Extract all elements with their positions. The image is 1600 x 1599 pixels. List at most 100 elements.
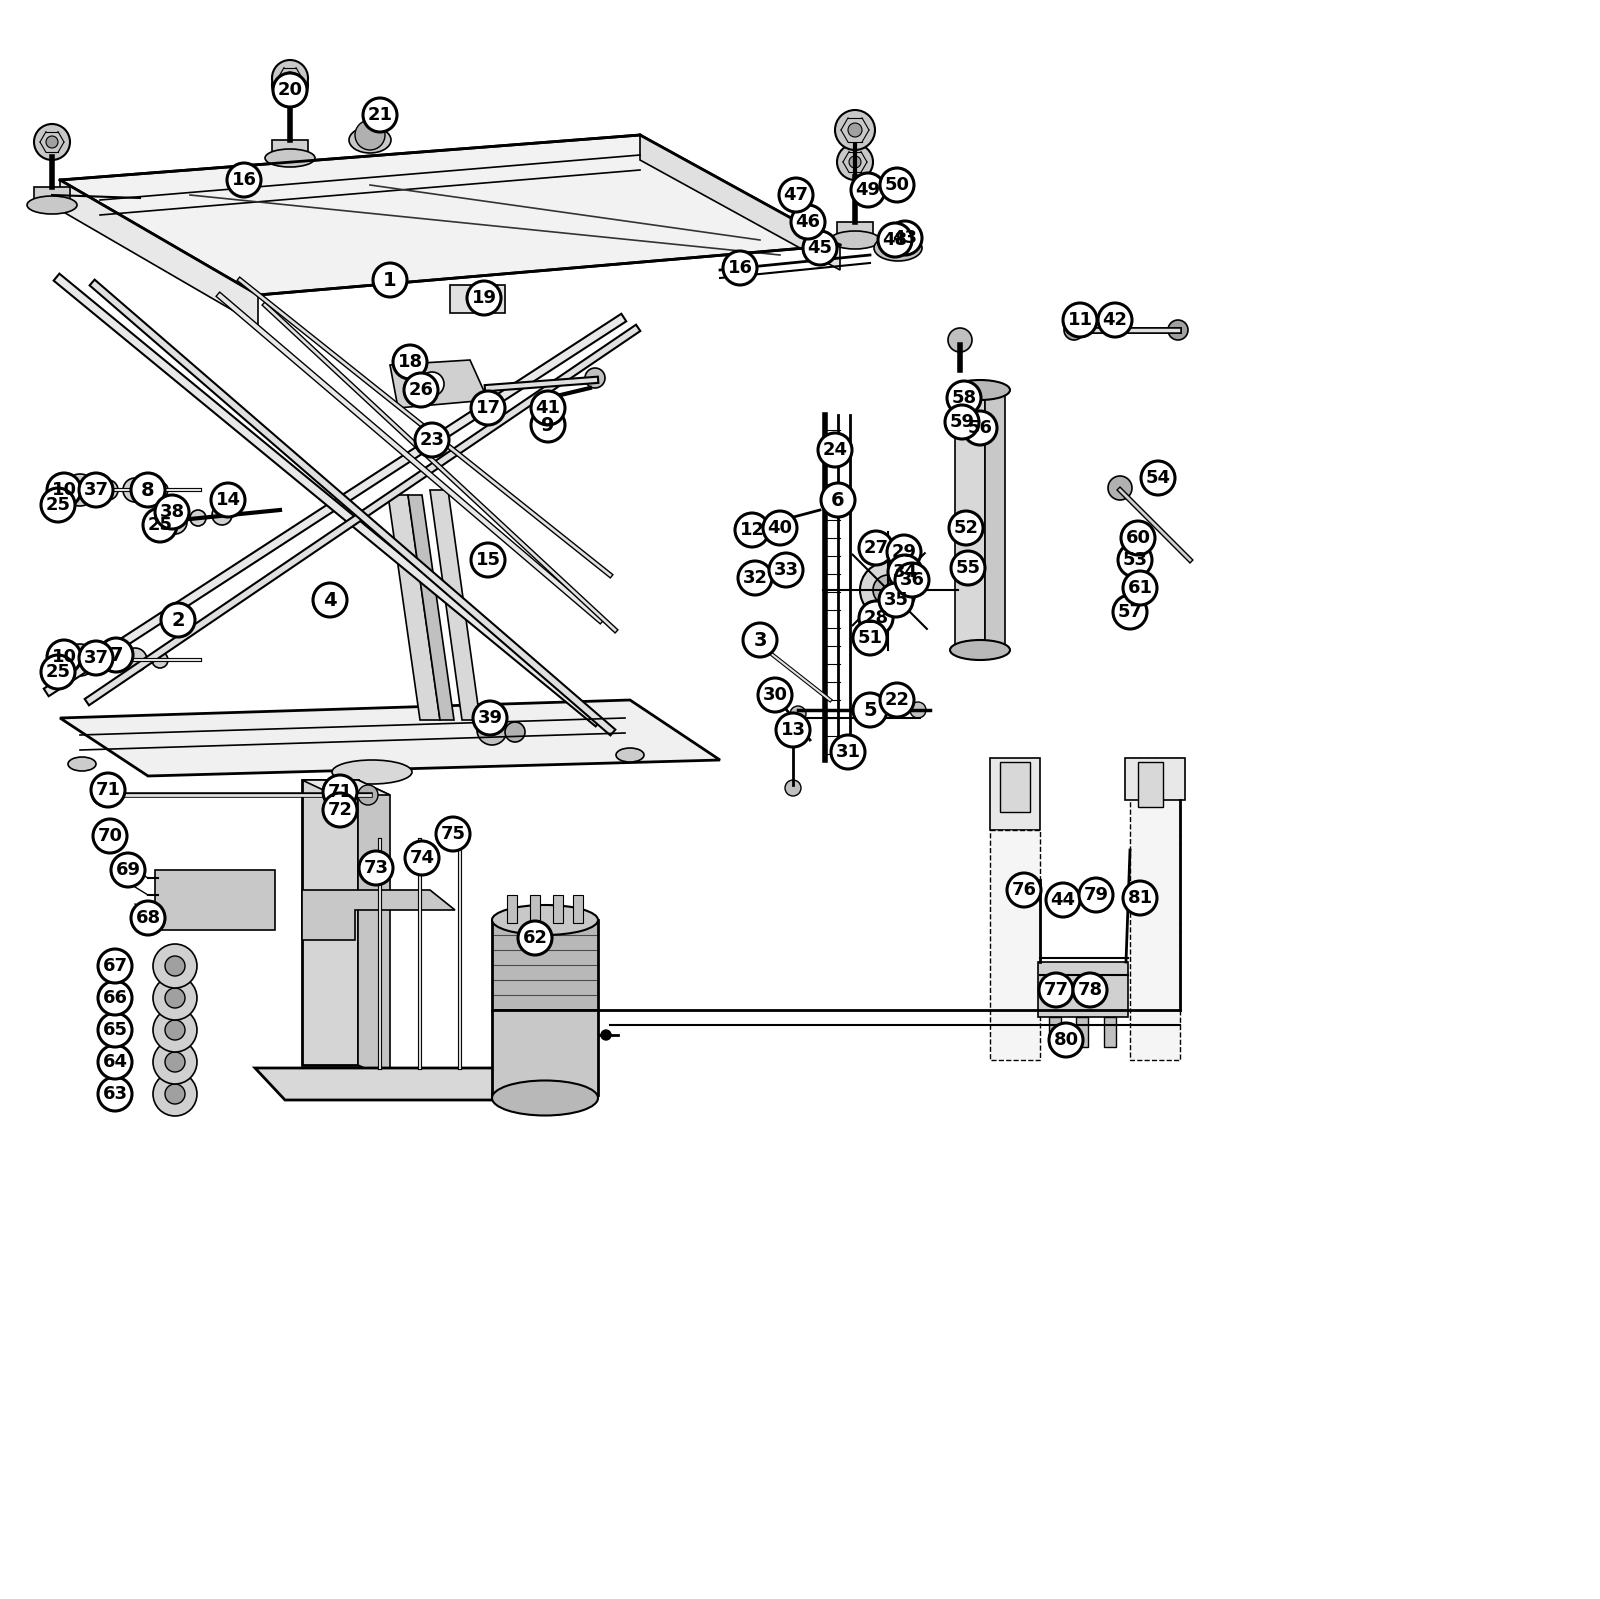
- Circle shape: [467, 281, 501, 315]
- Text: 59: 59: [949, 413, 974, 432]
- Circle shape: [165, 956, 186, 975]
- FancyBboxPatch shape: [1038, 963, 1128, 1017]
- Circle shape: [98, 948, 133, 983]
- Circle shape: [949, 512, 982, 545]
- Circle shape: [405, 373, 438, 408]
- Circle shape: [272, 67, 309, 102]
- Circle shape: [763, 512, 797, 545]
- Circle shape: [78, 473, 114, 507]
- Circle shape: [837, 144, 874, 181]
- Text: 68: 68: [136, 908, 160, 927]
- Text: 12: 12: [739, 521, 765, 539]
- Text: 74: 74: [410, 849, 435, 867]
- Circle shape: [853, 692, 886, 728]
- Circle shape: [154, 1007, 197, 1052]
- Circle shape: [154, 943, 197, 988]
- Text: 48: 48: [883, 230, 907, 249]
- Circle shape: [98, 651, 118, 670]
- Circle shape: [98, 1078, 133, 1111]
- Text: 61: 61: [1128, 579, 1152, 596]
- Text: 14: 14: [216, 491, 240, 508]
- FancyBboxPatch shape: [1000, 763, 1030, 812]
- FancyBboxPatch shape: [1104, 1017, 1117, 1047]
- Circle shape: [1006, 873, 1042, 907]
- Text: 36: 36: [899, 571, 925, 588]
- Polygon shape: [1125, 758, 1186, 800]
- Circle shape: [274, 74, 307, 107]
- Ellipse shape: [493, 1081, 598, 1116]
- Text: 47: 47: [784, 185, 808, 205]
- Polygon shape: [302, 780, 358, 1065]
- Text: 19: 19: [472, 289, 496, 307]
- Text: 44: 44: [1051, 891, 1075, 908]
- Text: 75: 75: [440, 825, 466, 843]
- Circle shape: [285, 78, 296, 91]
- Circle shape: [880, 168, 914, 201]
- Circle shape: [272, 61, 309, 96]
- Circle shape: [886, 536, 922, 569]
- Circle shape: [152, 652, 168, 668]
- Ellipse shape: [493, 905, 598, 935]
- Circle shape: [723, 251, 757, 285]
- Circle shape: [742, 624, 778, 657]
- Circle shape: [42, 488, 75, 521]
- Circle shape: [154, 975, 197, 1020]
- Polygon shape: [408, 496, 454, 720]
- Circle shape: [123, 478, 147, 502]
- Circle shape: [1141, 461, 1174, 496]
- Text: 6: 6: [830, 491, 845, 510]
- Circle shape: [110, 852, 146, 887]
- Circle shape: [98, 1014, 133, 1047]
- Text: 58: 58: [952, 389, 976, 408]
- Circle shape: [851, 173, 885, 206]
- Circle shape: [758, 678, 792, 712]
- Circle shape: [848, 123, 862, 138]
- Ellipse shape: [27, 197, 77, 214]
- Circle shape: [358, 785, 378, 804]
- Circle shape: [64, 644, 96, 676]
- Ellipse shape: [333, 760, 413, 784]
- Text: 22: 22: [885, 691, 909, 708]
- Circle shape: [165, 1084, 186, 1103]
- Text: 10: 10: [51, 481, 77, 499]
- Circle shape: [861, 561, 917, 617]
- Text: 37: 37: [83, 649, 109, 667]
- Circle shape: [1123, 571, 1157, 604]
- Text: 57: 57: [1117, 603, 1142, 620]
- Polygon shape: [390, 360, 488, 408]
- FancyBboxPatch shape: [1075, 1017, 1088, 1047]
- Circle shape: [165, 1052, 186, 1071]
- Circle shape: [414, 424, 450, 457]
- Circle shape: [1038, 974, 1074, 1007]
- Text: 25: 25: [147, 516, 173, 534]
- Circle shape: [470, 392, 506, 425]
- Circle shape: [163, 510, 187, 534]
- Text: 34: 34: [893, 563, 917, 580]
- Circle shape: [46, 136, 58, 149]
- Text: 2: 2: [171, 611, 186, 630]
- Text: 23: 23: [419, 432, 445, 449]
- Circle shape: [888, 555, 922, 588]
- Text: 9: 9: [541, 416, 555, 435]
- Text: 29: 29: [891, 544, 917, 561]
- Polygon shape: [955, 390, 986, 651]
- Circle shape: [1074, 974, 1107, 1007]
- Text: 33: 33: [773, 561, 798, 579]
- Bar: [990, 830, 1040, 1060]
- Circle shape: [1122, 521, 1155, 555]
- FancyBboxPatch shape: [530, 895, 541, 923]
- Circle shape: [506, 723, 525, 742]
- Text: 63: 63: [102, 1086, 128, 1103]
- Circle shape: [786, 780, 802, 796]
- Circle shape: [779, 177, 813, 213]
- Circle shape: [878, 222, 912, 257]
- Circle shape: [1098, 302, 1133, 337]
- Circle shape: [131, 900, 165, 935]
- Text: 25: 25: [45, 664, 70, 681]
- FancyBboxPatch shape: [272, 141, 309, 157]
- Ellipse shape: [950, 640, 1010, 660]
- Circle shape: [1122, 544, 1149, 572]
- Text: 8: 8: [141, 481, 155, 499]
- Circle shape: [1123, 881, 1157, 915]
- Circle shape: [835, 110, 875, 150]
